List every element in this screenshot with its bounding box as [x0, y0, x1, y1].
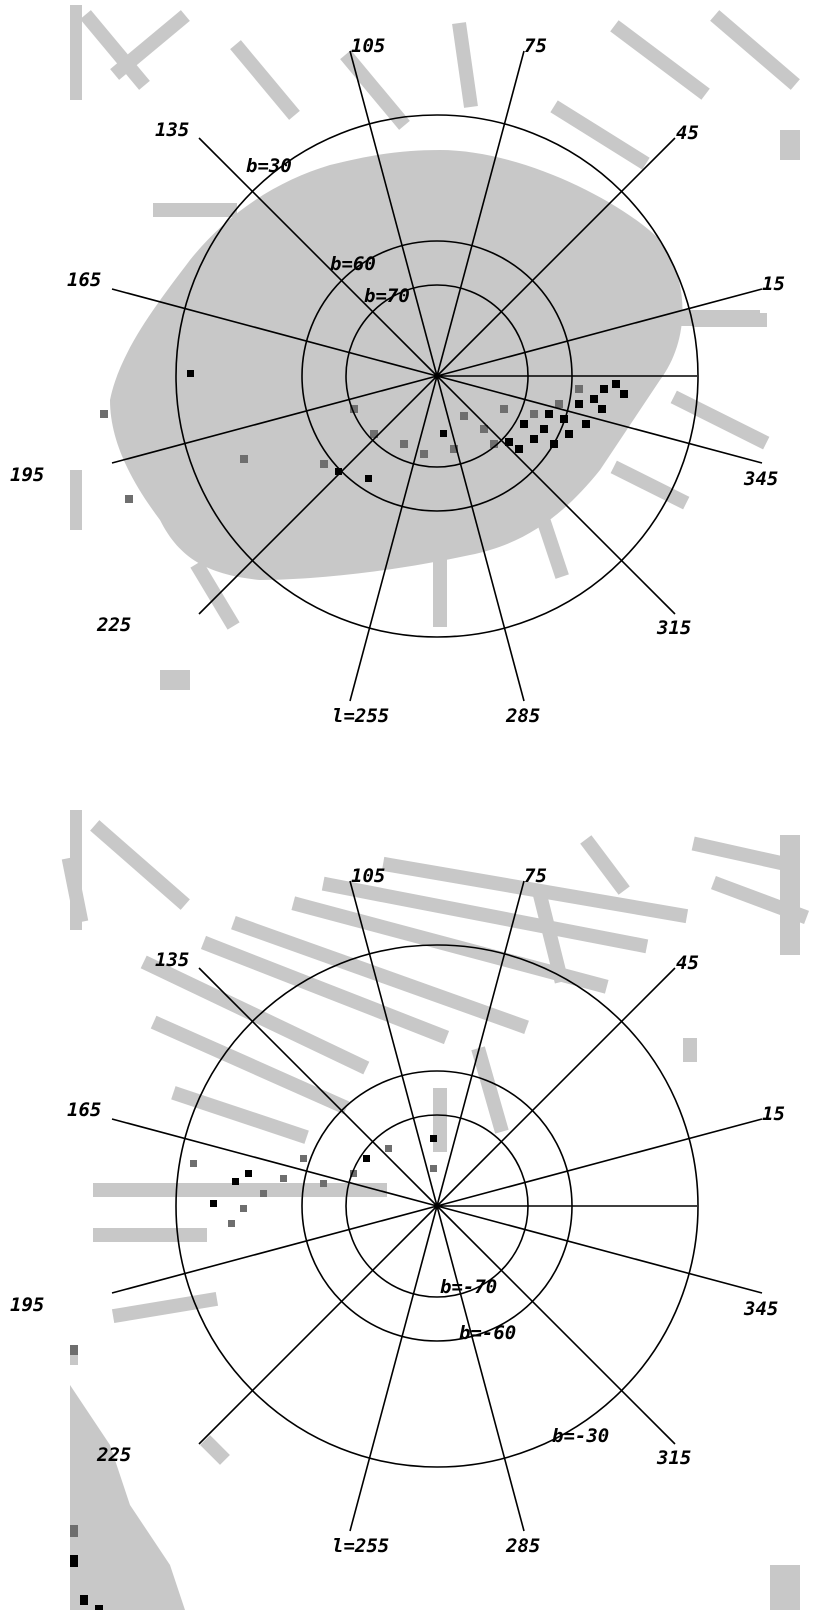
north-polar-map: 15 45 75 105 135 165 195 225 l=255 285 3… [10, 5, 800, 727]
north-lat-label-b30: b=30 [246, 155, 292, 177]
north-latitude-circles [175, 114, 699, 638]
south-latitude-labels: b=-30 b=-60 b=-70 [440, 1276, 609, 1447]
north-polar-map-svg: 15 45 75 105 135 165 195 225 l=255 285 3… [10, 5, 800, 727]
south-lon-label-75: 75 [524, 865, 547, 887]
south-lon-label-345: 345 [743, 1298, 778, 1320]
north-density-pixels [187, 370, 628, 482]
north-coverage-region [70, 5, 800, 690]
north-lat-label-b70: b=70 [364, 285, 410, 307]
south-lat-label-b-70: b=-70 [440, 1276, 497, 1298]
south-density-mid [70, 1145, 437, 1537]
south-lon-label-105: 105 [351, 865, 385, 887]
north-lon-label-75: 75 [524, 35, 547, 57]
north-lon-label-285: 285 [505, 705, 540, 727]
north-lon-label-135: 135 [155, 119, 189, 141]
south-density-pixels [70, 1135, 437, 1610]
south-lon-label-45: 45 [676, 952, 699, 974]
north-longitude-lines [111, 50, 763, 702]
south-longitude-labels: 15 45 75 105 135 165 195 225 l=255 285 3… [10, 865, 785, 1557]
south-lon-label-165: 165 [67, 1099, 101, 1121]
north-lon-label-45: 45 [676, 122, 699, 144]
south-polar-map: 15 45 75 105 135 165 195 225 l=255 285 3… [0, 805, 820, 1610]
north-lon-label-105: 105 [351, 35, 385, 57]
south-lon-label-15: 15 [762, 1103, 785, 1125]
north-lon-label-195: 195 [10, 464, 44, 486]
south-coverage-region [61, 810, 810, 1610]
north-lon-label-345: 345 [743, 468, 778, 490]
north-lat-label-b60: b=60 [330, 253, 376, 275]
north-lon-label-165: 165 [67, 269, 101, 291]
north-lon-label-255: l=255 [332, 705, 389, 727]
north-density-mid [100, 385, 583, 503]
south-longitude-lines [111, 880, 763, 1532]
south-lon-label-135: 135 [155, 949, 189, 971]
south-lon-label-195: 195 [10, 1294, 44, 1316]
north-circle-b30 [175, 114, 699, 638]
north-latitude-labels: b=30 b=60 b=70 [246, 155, 410, 307]
north-lon-label-315: 315 [656, 617, 691, 639]
south-lat-label-b-60: b=-60 [459, 1322, 516, 1344]
south-circle-b-30 [175, 944, 699, 1468]
south-lon-label-315: 315 [656, 1447, 691, 1469]
south-lon-label-225: 225 [96, 1444, 131, 1466]
south-lat-label-b-30: b=-30 [552, 1425, 609, 1447]
south-lon-label-255: l=255 [332, 1535, 389, 1557]
north-lon-label-15: 15 [762, 273, 785, 295]
north-longitude-labels: 15 45 75 105 135 165 195 225 l=255 285 3… [10, 35, 785, 727]
south-lon-label-285: 285 [505, 1535, 540, 1557]
south-polar-map-svg: 15 45 75 105 135 165 195 225 l=255 285 3… [10, 810, 810, 1610]
north-lon-label-225: 225 [96, 614, 131, 636]
